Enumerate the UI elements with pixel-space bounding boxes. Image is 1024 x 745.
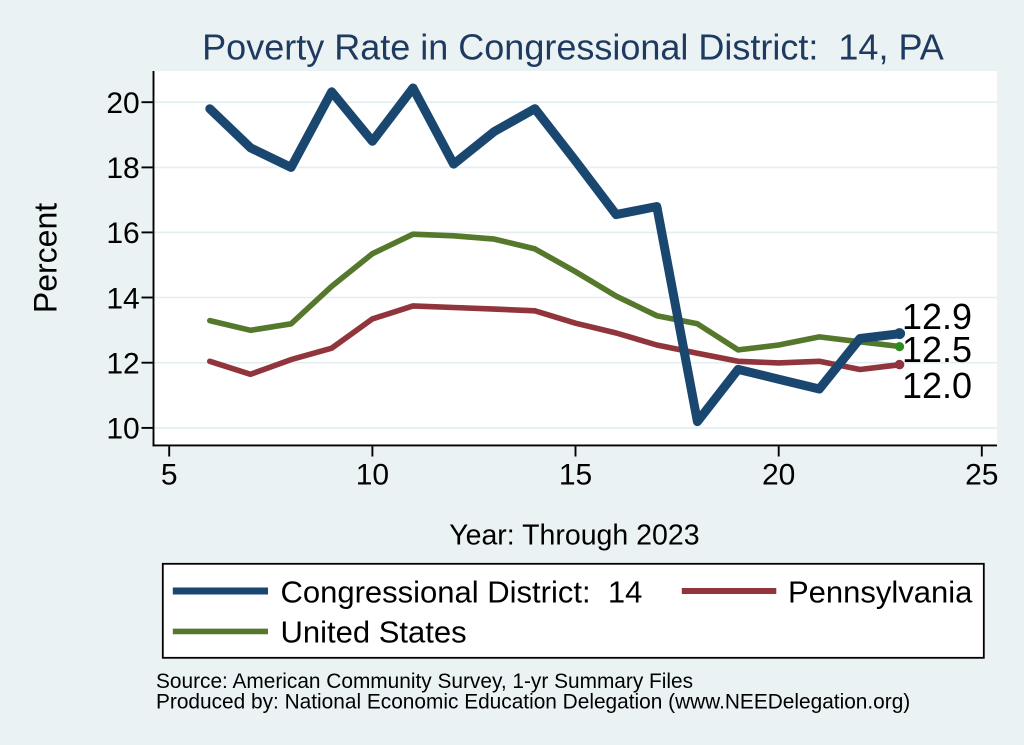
svg-text:Pennsylvania: Pennsylvania xyxy=(788,575,973,610)
svg-text:Produced by: National Economic: Produced by: National Economic Education… xyxy=(156,691,910,714)
svg-text:25: 25 xyxy=(965,459,998,492)
svg-text:10: 10 xyxy=(356,459,389,492)
svg-text:16: 16 xyxy=(106,217,139,250)
svg-text:10: 10 xyxy=(106,413,139,446)
svg-text:Percent: Percent xyxy=(28,203,64,313)
svg-text:12.9: 12.9 xyxy=(902,296,972,337)
svg-text:Congressional District: 14: Congressional District: 14 xyxy=(281,575,643,610)
svg-text:12: 12 xyxy=(106,348,139,381)
svg-text:Year: Through 2023: Year: Through 2023 xyxy=(449,519,699,551)
svg-text:United States: United States xyxy=(281,615,467,650)
svg-text:Source: American Community Sur: Source: American Community Survey, 1-yr … xyxy=(156,670,693,693)
svg-text:18: 18 xyxy=(106,152,139,185)
svg-text:15: 15 xyxy=(559,459,592,492)
svg-text:20: 20 xyxy=(106,87,139,120)
svg-text:12.0: 12.0 xyxy=(902,365,972,406)
svg-text:20: 20 xyxy=(762,459,795,492)
svg-text:14: 14 xyxy=(106,282,139,315)
svg-text:12.5: 12.5 xyxy=(902,329,972,370)
svg-text:5: 5 xyxy=(161,459,178,492)
svg-text:Poverty Rate in Congressional: Poverty Rate in Congressional District: … xyxy=(202,27,944,68)
